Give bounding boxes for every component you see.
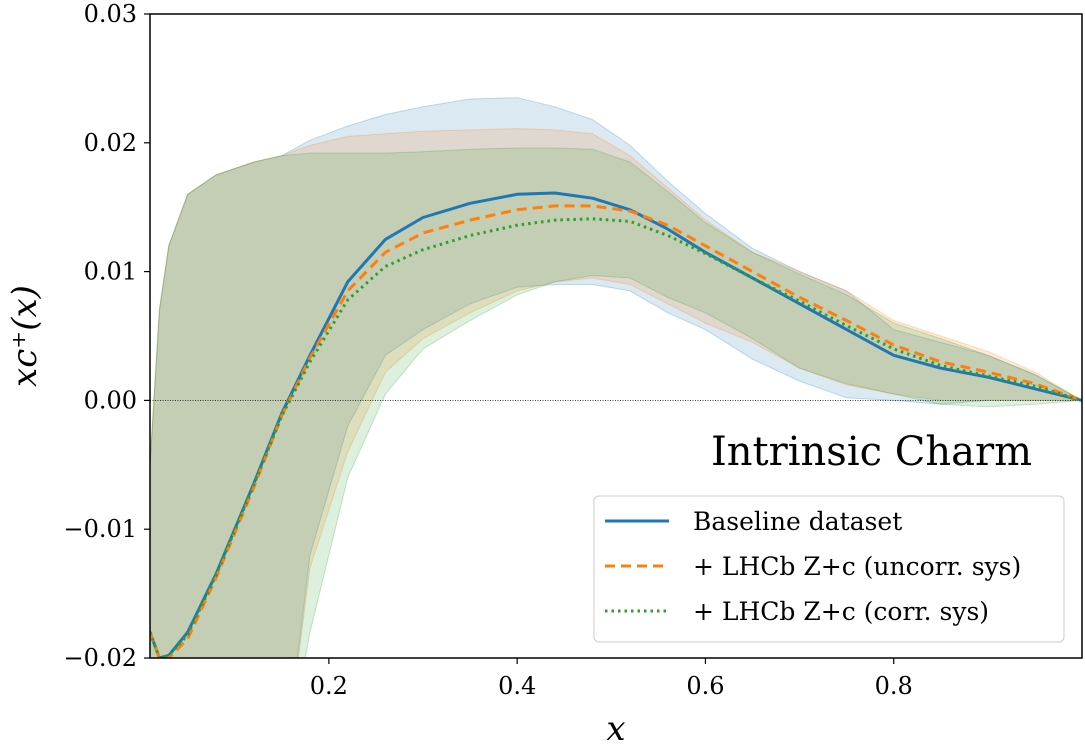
- band-series-2: [150, 147, 1082, 658]
- legend-label-uncorr-sys: + LHCb Z+c (uncorr. sys): [693, 552, 1021, 581]
- central-curves: [150, 191, 1082, 658]
- y-tick-label: 0.01: [84, 258, 137, 286]
- x-tick-label: 0.8: [875, 672, 913, 700]
- x-tick-label: 0.2: [310, 672, 348, 700]
- legend-label-baseline: Baseline dataset: [693, 507, 902, 536]
- x-axis-label: x: [606, 709, 625, 745]
- x-axis-ticks: 0.2 0.4 0.6 0.8: [310, 658, 913, 700]
- x-tick-label: 0.6: [686, 672, 724, 700]
- y-axis-label: xc⁺(x): [5, 285, 45, 387]
- y-tick-label: −0.01: [63, 515, 137, 543]
- line-series-2: [150, 217, 1082, 658]
- legend: Baseline dataset + LHCb Z+c (uncorr. sys…: [593, 495, 1065, 643]
- plot-frame: [149, 13, 1083, 659]
- y-tick-label: 0.03: [84, 0, 137, 28]
- y-tick-label: 0.00: [84, 386, 137, 414]
- y-tick-label: 0.02: [84, 129, 137, 157]
- x-tick-label: 0.4: [498, 672, 536, 700]
- y-axis-ticks: −0.02 −0.01 0.00 0.01 0.02 0.03: [63, 0, 150, 672]
- annotation-intrinsic-charm: Intrinsic Charm: [711, 429, 1032, 475]
- legend-frame: [593, 495, 1065, 643]
- uncertainty-bands: [150, 97, 1082, 658]
- y-tick-label: −0.02: [63, 644, 137, 672]
- legend-label-corr-sys: + LHCb Z+c (corr. sys): [693, 597, 989, 626]
